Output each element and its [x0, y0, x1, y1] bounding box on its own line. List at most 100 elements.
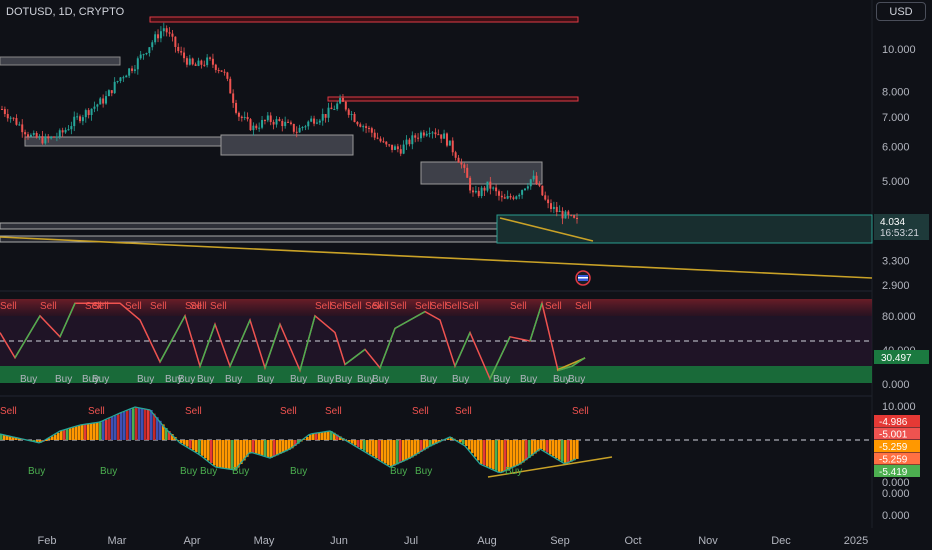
histogram-bar	[39, 440, 42, 443]
histogram-axis[interactable]: 10.0000.0000.0000.000-4.986-5.001-5.259-…	[874, 401, 920, 522]
candle	[119, 77, 122, 82]
candle	[315, 122, 318, 124]
histogram-bar	[570, 440, 573, 462]
time-axis[interactable]: Feb Mar Apr May Jun Jul Aug Sep Oct Nov Dec 2025	[38, 535, 869, 547]
candle	[188, 58, 191, 65]
histogram-bar	[153, 413, 156, 440]
time-label: 2025	[844, 535, 868, 547]
candle	[353, 113, 356, 122]
sell-signal: Sell	[210, 301, 227, 312]
histogram-bar	[381, 440, 384, 462]
histogram-bar	[219, 440, 222, 468]
time-label: Aug	[477, 535, 497, 547]
candle	[35, 132, 38, 138]
histogram-bar	[525, 440, 528, 461]
histogram-bar	[285, 440, 288, 452]
histogram-bar	[225, 440, 228, 469]
candle	[107, 90, 110, 97]
histogram-tick: 0.000	[882, 477, 910, 489]
candle	[463, 164, 466, 168]
candle	[330, 107, 333, 110]
histogram-bar	[540, 440, 543, 449]
histogram-bar	[528, 440, 531, 458]
buy-signal: Buy	[225, 374, 242, 385]
time-label: Apr	[183, 535, 200, 547]
histogram-bar	[429, 440, 432, 447]
price-axis[interactable]: 10.000 8.000 7.000 6.000 5.000 3.300 2.900 80.0…	[882, 44, 916, 391]
oversold-band	[0, 366, 872, 383]
histogram-bar	[120, 413, 123, 440]
buy-signal: Buy	[317, 374, 334, 385]
candle	[365, 126, 368, 128]
sell-signal: Sell	[88, 406, 105, 417]
histogram-bar	[417, 440, 420, 454]
candle	[217, 69, 220, 71]
currency-button[interactable]: USD	[876, 2, 926, 21]
histogram-bar	[507, 440, 510, 470]
buy-signal: Buy	[420, 374, 437, 385]
candle	[142, 54, 145, 56]
candle	[165, 28, 168, 33]
sell-signal: Sell	[365, 301, 382, 312]
histogram-bar	[69, 428, 72, 440]
candle	[272, 121, 275, 125]
candle	[347, 109, 350, 115]
histogram-bar	[123, 411, 126, 440]
candle	[281, 120, 284, 127]
candle	[356, 121, 359, 125]
candle	[529, 179, 532, 187]
candle	[58, 130, 61, 137]
candle	[532, 175, 535, 180]
histogram-bar	[12, 436, 15, 440]
candle	[220, 70, 223, 72]
sell-signal: Sell	[40, 301, 57, 312]
histogram-bar	[567, 440, 570, 464]
candle	[15, 118, 18, 125]
last-price-badge	[874, 214, 929, 240]
candle	[240, 116, 243, 118]
candle	[200, 60, 203, 65]
candle	[379, 138, 382, 142]
histogram-bar	[297, 440, 300, 444]
candle	[79, 116, 82, 122]
candle	[321, 114, 324, 121]
candle	[310, 118, 313, 122]
candle	[44, 136, 47, 144]
sell-signal: Sell	[125, 301, 142, 312]
candle	[509, 196, 512, 198]
histogram-bar	[558, 440, 561, 460]
candle	[157, 34, 160, 39]
candle	[214, 64, 217, 70]
buy-signal: Buy	[165, 374, 182, 385]
candle	[295, 131, 298, 133]
candle	[538, 184, 541, 186]
candle	[116, 81, 119, 83]
candle	[411, 135, 414, 145]
sell-signal: Sell	[325, 406, 342, 417]
buy-signal: Buy	[452, 374, 469, 385]
flag-icon[interactable]	[575, 270, 591, 286]
candle	[469, 177, 472, 191]
candle	[500, 195, 503, 198]
candle	[396, 146, 399, 150]
histogram-bar	[564, 440, 567, 464]
buy-signal: Buy	[390, 466, 407, 477]
candle	[460, 162, 463, 165]
candle	[275, 119, 278, 125]
candle	[191, 58, 194, 65]
sell-signal: Sell	[315, 301, 332, 312]
histogram-bar	[576, 440, 579, 459]
buy-signal: Buy	[357, 374, 374, 385]
symbol-title: DOTUSD, 1D, CRYPTO	[6, 6, 125, 18]
histogram-bar	[339, 436, 342, 440]
histogram-bar	[477, 440, 480, 461]
histogram-bar	[198, 440, 201, 454]
candle	[570, 214, 573, 216]
candle	[21, 124, 24, 133]
histogram-bar	[363, 440, 366, 451]
candle	[12, 117, 15, 119]
candle	[81, 117, 84, 122]
candle	[174, 36, 177, 47]
candle	[50, 136, 53, 139]
